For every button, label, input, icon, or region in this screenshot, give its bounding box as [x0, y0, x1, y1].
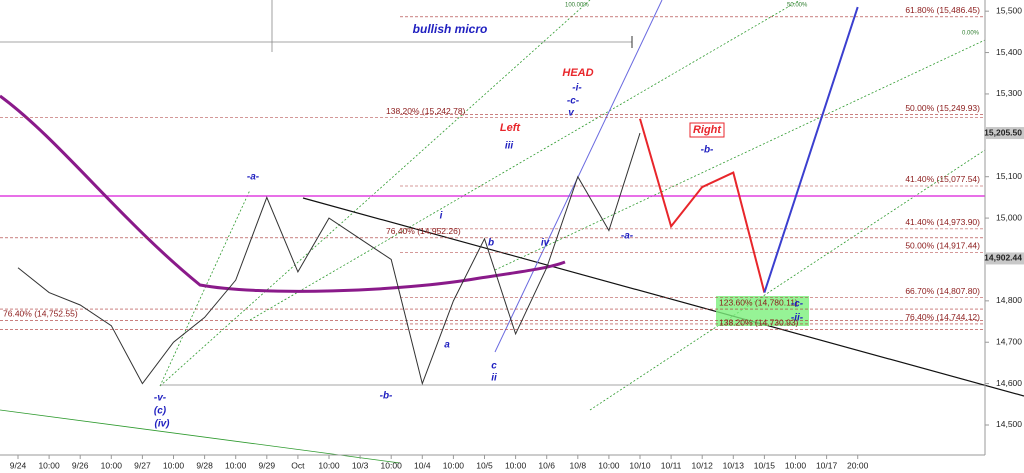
y-tick-label: 15,300	[996, 88, 1022, 98]
x-tick-label: 10:00	[505, 460, 527, 470]
annotation: (c)	[154, 406, 167, 417]
annotation: c	[491, 361, 497, 372]
channel-label: 50.00%	[787, 3, 808, 9]
fib-label: 76.40% (14,952.26)	[386, 226, 461, 236]
fib-label: 61.80% (15,486.45)	[905, 5, 980, 15]
annotation: iii	[505, 141, 514, 152]
x-tick-label: 20:00	[847, 460, 869, 470]
y-tick-label: 14,600	[996, 378, 1022, 388]
x-tick-label: 10/3	[352, 460, 369, 470]
x-tick-label: 10/15	[754, 460, 776, 470]
x-tick-label: 10:00	[225, 460, 247, 470]
x-tick-label: 10/11	[661, 460, 682, 470]
price-badge-label: 15,205.50	[984, 127, 1022, 137]
x-tick-label: Oct	[291, 460, 305, 470]
x-tick-label: 9/26	[72, 460, 89, 470]
x-tick-label: 10:00	[101, 460, 123, 470]
annotation: iv	[541, 238, 551, 249]
fib-label: 76.40% (14,744.12)	[905, 312, 980, 322]
x-tick-label: 10/17	[816, 460, 838, 470]
x-tick-label: 10/6	[538, 460, 555, 470]
x-tick-label: 9/24	[10, 460, 27, 470]
annotation: -c-	[567, 96, 580, 107]
y-tick-label: 15,000	[996, 212, 1022, 222]
channel-lines	[159, 0, 986, 411]
x-tick-label: 10:00	[381, 460, 403, 470]
series-line	[763, 6, 859, 293]
x-tick-label: 10:00	[598, 460, 620, 470]
x-tick-label: 10/5	[476, 460, 493, 470]
fib-label: 138.20% (14,730.93)	[719, 318, 799, 328]
x-tick-label: 10/4	[414, 460, 431, 470]
x-tick-label: 9/28	[196, 460, 213, 470]
moving-average	[0, 94, 566, 293]
x-tick-label: 10/13	[723, 460, 745, 470]
annotation: HEAD	[562, 67, 593, 79]
target-box	[716, 296, 809, 326]
annotation: b	[488, 238, 494, 249]
channel-label: 0.00%	[962, 31, 980, 37]
annotation: -a-	[247, 172, 260, 183]
annotation: ii	[491, 373, 497, 384]
price-badge-label: 14,902.44	[984, 253, 1022, 263]
y-tick-label: 15,400	[996, 47, 1022, 57]
series-line	[17, 132, 641, 386]
price-badge	[986, 252, 1024, 265]
annotation-box	[689, 122, 725, 138]
y-tick-label: 15,500	[996, 5, 1022, 15]
annotation: (iv)	[155, 419, 171, 430]
x-tick-label: 9/29	[259, 460, 276, 470]
x-tick-label: 10/12	[692, 460, 714, 470]
y-tick-label: 14,700	[996, 336, 1022, 346]
y-tick-label: 14,500	[996, 419, 1022, 429]
annotation: -c-	[791, 299, 804, 310]
y-tick-label: 15,100	[996, 171, 1022, 181]
annotation: Right	[693, 124, 722, 136]
price-badge	[986, 127, 1024, 140]
x-tick-label: 10:00	[318, 460, 340, 470]
x-tick-label: 10:00	[785, 460, 807, 470]
fib-label: 50.00% (14,917.44)	[905, 241, 980, 251]
annotation: -b-	[701, 145, 714, 156]
x-tick-label: 10:00	[163, 460, 185, 470]
fib-label: 66.70% (14,807.80)	[905, 286, 980, 296]
annotation: -i-	[572, 83, 582, 94]
annotation: i	[440, 211, 443, 222]
fib-label: 50.00% (15,249.93)	[905, 103, 980, 113]
fib-label: 76.40% (14,752.55)	[3, 309, 78, 319]
lower-line	[0, 409, 401, 464]
annotation: -v-	[154, 393, 167, 404]
channel-label: 100.00%	[565, 3, 589, 9]
annotation: a	[444, 340, 450, 351]
x-tick-label: 10/10	[629, 460, 651, 470]
x-tick-label: 10:00	[443, 460, 465, 470]
annotation: -a-	[621, 231, 634, 242]
x-tick-label: 10:00	[38, 460, 60, 470]
y-tick-label: 14,800	[996, 295, 1022, 305]
trendline	[494, 0, 663, 353]
plot-area	[0, 0, 985, 455]
annotation: -ii-	[791, 313, 804, 324]
annotation: Left	[500, 122, 522, 134]
series-line	[639, 118, 766, 293]
trendline	[302, 197, 1024, 397]
x-tick-label: 10/8	[570, 460, 587, 470]
fib-label: 41.40% (14,973.90)	[905, 217, 980, 227]
annotation: bullish micro	[413, 22, 488, 36]
fib-label: 41.40% (15,077.54)	[905, 174, 980, 184]
fib-label: 138.20% (15,242.78)	[386, 106, 466, 116]
x-tick-label: 9/27	[134, 460, 151, 470]
fib-label: 123.60% (14,780.11)	[719, 297, 798, 307]
annotation: -b-	[380, 391, 393, 402]
annotation: v	[568, 108, 575, 119]
